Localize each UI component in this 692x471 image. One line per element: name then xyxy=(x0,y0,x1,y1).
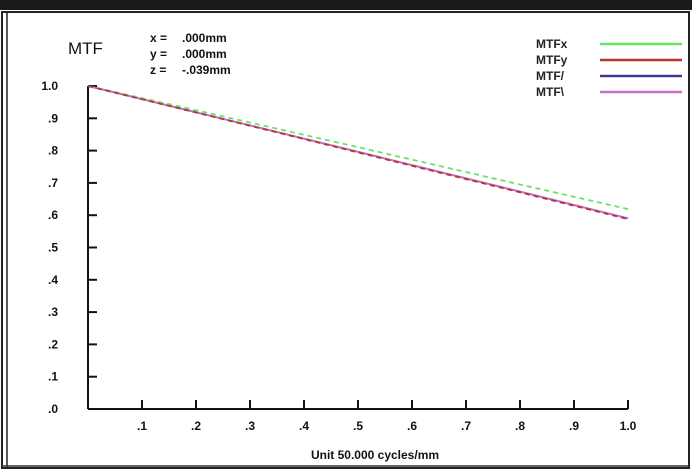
legend: MTFx MTFy MTF/ MTF\ xyxy=(536,37,682,99)
x-tick-label: .6 xyxy=(407,419,417,433)
legend-label-mtf-backslash: MTF\ xyxy=(536,85,565,99)
y-tick-label: .3 xyxy=(48,305,58,319)
top-cut-band xyxy=(0,0,692,10)
x-axis-label: Unit 50.000 cycles/mm xyxy=(311,448,439,462)
coord-z-label: z = xyxy=(150,63,166,77)
legend-label-mtfx: MTFx xyxy=(536,37,568,51)
series-line-mtfx-0 xyxy=(87,85,629,210)
chart-title: MTF xyxy=(68,39,103,58)
y-tick-label: .4 xyxy=(48,273,58,287)
y-tick-label: .1 xyxy=(48,370,58,384)
series-line-mtfy-1 xyxy=(87,85,629,220)
x-tick-label: .7 xyxy=(461,419,471,433)
y-tick-label: .0 xyxy=(48,402,58,416)
y-tick-label: .2 xyxy=(48,337,58,351)
coord-x-value: .000mm xyxy=(182,31,227,45)
y-tick-label: .7 xyxy=(48,176,58,190)
x-tick-label: .4 xyxy=(299,419,309,433)
coord-y-value: .000mm xyxy=(182,47,227,61)
x-tick-label: 1.0 xyxy=(620,419,637,433)
x-tick-label: .8 xyxy=(515,419,525,433)
y-tick-label: .5 xyxy=(48,241,58,255)
y-tick-label: .6 xyxy=(48,208,58,222)
axis-ticks: .1 .2 .3 .4 .5 .6 .7 .8 .9 1.0 1.0 .9 .8 .7 .6 .5 .4 .3 .2… xyxy=(41,79,636,433)
x-tick-label: .3 xyxy=(245,419,255,433)
series-layer xyxy=(87,85,629,220)
x-tick-label: .9 xyxy=(569,419,579,433)
legend-label-mtfy: MTFy xyxy=(536,53,568,67)
chart-frame xyxy=(1,11,690,469)
coord-y-label: y = xyxy=(150,47,167,61)
coord-z-value: -.039mm xyxy=(182,63,231,77)
y-tick-label: .9 xyxy=(48,111,58,125)
x-tick-label: .2 xyxy=(191,419,201,433)
y-tick-label: .8 xyxy=(48,144,58,158)
legend-label-mtf-slash: MTF/ xyxy=(536,69,565,83)
y-tick-label: 1.0 xyxy=(41,79,58,93)
coord-x-label: x = xyxy=(150,31,167,45)
x-tick-label: .1 xyxy=(137,419,147,433)
x-tick-label: .5 xyxy=(353,419,363,433)
